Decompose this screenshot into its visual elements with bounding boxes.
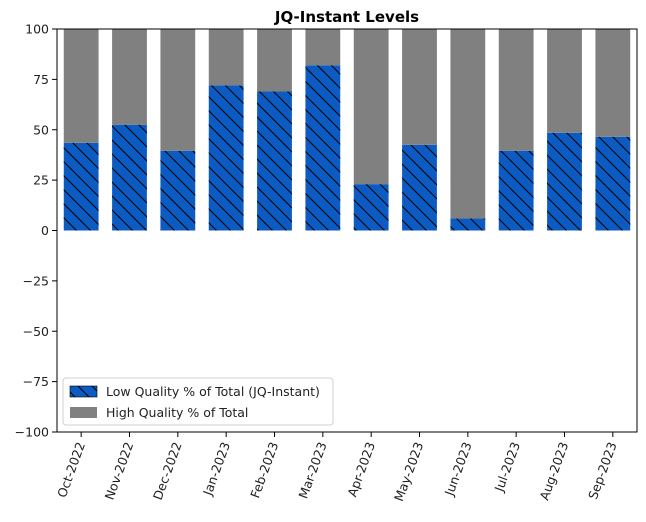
bar-low-quality-hatch — [595, 136, 631, 231]
bar-low-quality-hatch — [498, 150, 534, 231]
bar-low-quality-hatch — [353, 184, 389, 231]
x-tick-label: Apr-2023 — [344, 440, 378, 499]
x-tick-label: Sep-2023 — [585, 440, 620, 501]
bar-low-quality-hatch — [63, 142, 99, 231]
x-tick-label: Jan-2023 — [200, 440, 233, 498]
x-axis: Oct-2022 Nov-2022 Dec-2022 Jan-2023 Feb-2023… — [54, 432, 620, 503]
bar-low-quality-hatch — [547, 132, 582, 231]
bar-low-quality-hatch — [112, 124, 147, 231]
bar-high-quality — [450, 29, 486, 219]
y-tick-label: 75 — [33, 72, 49, 87]
bar-low-quality-hatch — [160, 150, 196, 231]
bar-low-quality-hatch — [305, 65, 341, 231]
bar-high-quality — [498, 29, 534, 151]
chart-title: JQ-Instant Levels — [274, 8, 419, 26]
x-tick-label: Mar-2023 — [295, 440, 329, 501]
x-tick-label: Oct-2022 — [54, 440, 88, 500]
bar-high-quality — [305, 29, 341, 66]
bar-high-quality — [208, 29, 244, 86]
bar-low-quality-hatch — [257, 91, 292, 231]
y-tick-label: 0 — [41, 223, 49, 238]
x-tick-label: Aug-2023 — [536, 440, 571, 502]
y-tick-label: −25 — [23, 273, 49, 288]
bar-high-quality — [257, 29, 292, 92]
x-tick-label: Jun-2023 — [441, 440, 475, 499]
bar-low-quality-hatch — [208, 85, 244, 231]
x-tick-label: May-2023 — [391, 440, 426, 503]
bar-high-quality — [595, 29, 631, 137]
bar-high-quality — [353, 29, 389, 185]
legend-label-high-quality: High Quality % of Total — [106, 405, 248, 420]
bars — [63, 29, 631, 231]
y-tick-label: 50 — [33, 122, 49, 137]
y-tick-label: −50 — [23, 324, 49, 339]
bar-high-quality — [112, 29, 147, 125]
y-tick-label: −100 — [15, 425, 49, 440]
legend-swatch-low-quality-hatch — [69, 385, 98, 398]
y-tick-label: −75 — [23, 374, 49, 389]
bar-high-quality — [160, 29, 196, 151]
legend-box — [62, 377, 334, 426]
bar-high-quality — [402, 29, 437, 145]
x-tick-label: Dec-2022 — [150, 440, 185, 502]
bar-high-quality — [63, 29, 99, 143]
plot-frame — [56, 28, 638, 433]
bar-low-quality-hatch — [450, 218, 486, 231]
legend-label-low-quality: Low Quality % of Total (JQ-Instant) — [106, 384, 320, 399]
x-tick-label: Jul-2023 — [491, 440, 523, 494]
y-axis: 100 75 50 25 0 −25 −50 −75 −100 — [15, 22, 57, 440]
x-tick-label: Feb-2023 — [247, 440, 281, 500]
y-tick-label: 25 — [33, 173, 49, 188]
bar-high-quality — [547, 29, 582, 133]
bar-low-quality-hatch — [402, 144, 437, 231]
y-tick-label: 100 — [25, 22, 49, 37]
legend-swatch-high-quality — [70, 407, 97, 418]
x-tick-label: Nov-2022 — [102, 440, 137, 502]
legend: Low Quality % of Total (JQ-Instant) High… — [62, 377, 334, 426]
